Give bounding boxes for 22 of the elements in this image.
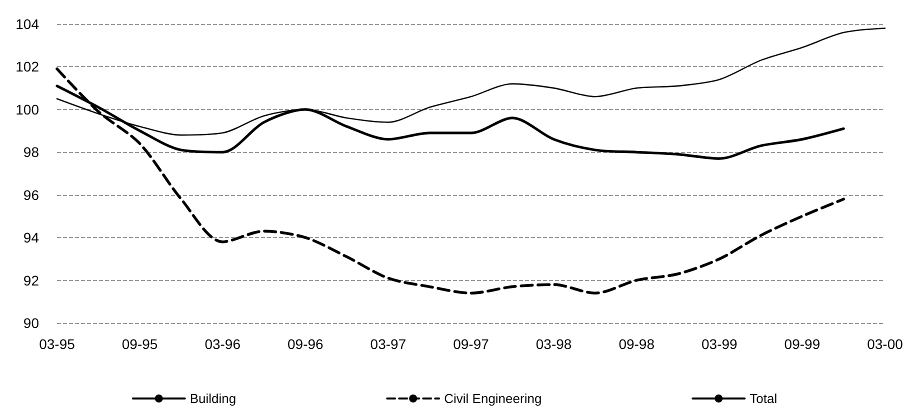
legend-label: Building bbox=[190, 391, 236, 406]
x-tick-label: 09-99 bbox=[784, 336, 820, 352]
y-tick-label: 102 bbox=[16, 58, 40, 75]
y-tick-label: 100 bbox=[16, 101, 40, 118]
x-tick-label: 09-95 bbox=[122, 336, 158, 352]
x-tick-label: 09-98 bbox=[618, 336, 655, 352]
y-tick-label: 94 bbox=[23, 230, 40, 246]
y-tick-label: 90 bbox=[23, 315, 40, 331]
x-tick-label: 03-96 bbox=[204, 336, 241, 352]
x-tick-label: 09-96 bbox=[287, 336, 324, 352]
x-tick-label: 03-97 bbox=[370, 336, 406, 352]
y-tick-label: 96 bbox=[23, 186, 40, 203]
x-tick-label: 03-99 bbox=[701, 336, 738, 352]
y-tick-label: 92 bbox=[23, 272, 40, 288]
x-tick-label: 03-95 bbox=[39, 336, 76, 352]
x-tick-label: 09-97 bbox=[453, 336, 490, 352]
x-tick-label: 03-98 bbox=[536, 336, 572, 352]
y-tick-label: 104 bbox=[16, 16, 40, 32]
legend-label: Civil Engineering bbox=[444, 391, 542, 406]
y-tick-label: 98 bbox=[23, 144, 40, 160]
legend-label: Total bbox=[750, 391, 778, 406]
x-tick-label: 03-00 bbox=[867, 336, 904, 352]
